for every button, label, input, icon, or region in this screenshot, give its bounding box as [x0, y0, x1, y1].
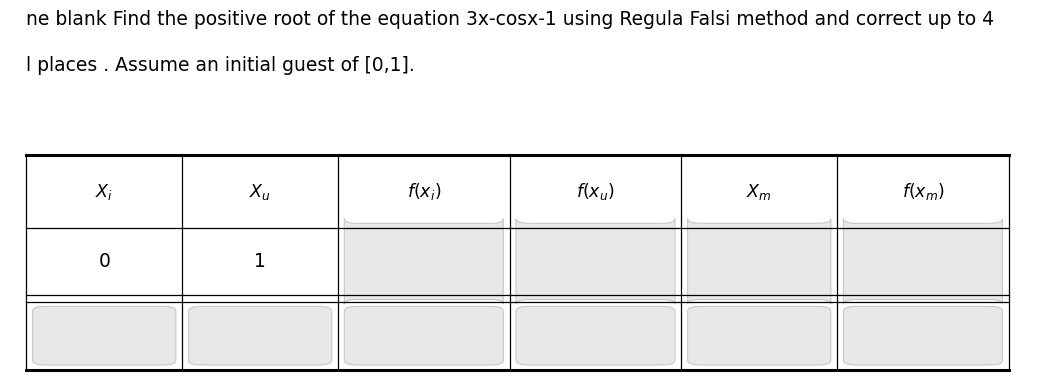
FancyBboxPatch shape: [688, 219, 831, 304]
Text: 1: 1: [254, 252, 266, 271]
Text: l places . Assume an initial guest of [0,1].: l places . Assume an initial guest of [0…: [26, 56, 415, 75]
FancyBboxPatch shape: [33, 306, 176, 365]
FancyBboxPatch shape: [516, 306, 675, 365]
FancyBboxPatch shape: [688, 306, 831, 365]
FancyBboxPatch shape: [516, 219, 675, 304]
FancyBboxPatch shape: [188, 306, 332, 365]
Text: $f(x_i)$: $f(x_i)$: [406, 181, 441, 202]
Text: ne blank Find the positive root of the equation 3x-cosx-1 using Regula Falsi met: ne blank Find the positive root of the e…: [26, 10, 994, 29]
Text: $X_u$: $X_u$: [250, 182, 271, 201]
Text: $X_m$: $X_m$: [747, 182, 772, 201]
Text: $X_i$: $X_i$: [95, 182, 114, 201]
Text: $f(x_m)$: $f(x_m)$: [901, 181, 945, 202]
Text: $f(x_u)$: $f(x_u)$: [576, 181, 615, 202]
FancyBboxPatch shape: [843, 306, 1002, 365]
FancyBboxPatch shape: [344, 219, 503, 304]
FancyBboxPatch shape: [843, 219, 1002, 304]
Text: 0: 0: [98, 252, 111, 271]
FancyBboxPatch shape: [344, 306, 503, 365]
